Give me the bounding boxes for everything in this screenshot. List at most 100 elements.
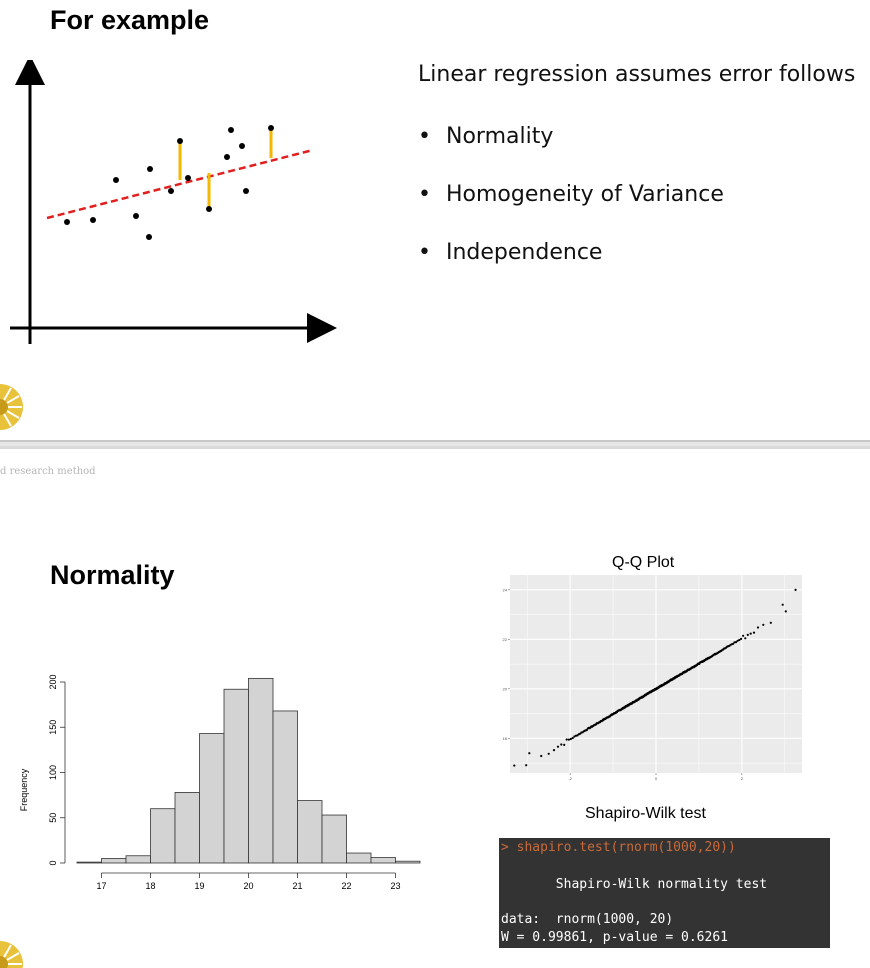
qq-point [563, 743, 566, 746]
y-tick-label: 18 [503, 736, 508, 741]
qq-point [752, 631, 756, 634]
y-tick-label: 0 [48, 860, 58, 865]
histogram-bar [248, 677, 274, 864]
histogram-bar [125, 855, 151, 864]
y-tick-label: 100 [48, 765, 58, 780]
r-console-output: > shapiro.test(rnorm(1000,20)) Shapiro-W… [499, 838, 830, 948]
bullet-dot: • [418, 182, 431, 207]
y-tick-label: 200 [48, 674, 58, 689]
x-tick-label: -2 [568, 776, 572, 781]
histogram-bar [321, 814, 347, 864]
slide-divider [0, 442, 870, 446]
qq-point [540, 754, 543, 758]
y-tick-label: 50 [48, 813, 58, 823]
y-tick-label: 20 [503, 686, 508, 691]
histogram-bar [199, 733, 225, 864]
scatter-point [64, 219, 70, 225]
regression-line [46, 148, 314, 220]
bullet-text: Homogeneity of Variance [446, 182, 724, 207]
scatter-point [228, 127, 234, 133]
qq-plot-title: Q-Q Plot [612, 554, 675, 571]
bullet-item: • Independence [418, 240, 602, 265]
footer-text: d research method [0, 466, 96, 477]
console-data-line: data: rnorm(1000, 20) [501, 912, 674, 927]
console-result-line: W = 0.99861, p-value = 0.6261 [501, 930, 728, 945]
histogram-bar [346, 852, 372, 864]
bullet-item: • Normality [418, 124, 553, 149]
qq-point [569, 737, 572, 741]
x-tick-label: 19 [194, 881, 204, 891]
bullet-dot: • [418, 124, 431, 149]
scatter-point [133, 213, 139, 219]
shapiro-title: Shapiro-Wilk test [585, 805, 706, 822]
qq-point [732, 642, 735, 645]
university-logo [0, 941, 23, 968]
scatter-point [113, 177, 119, 183]
bullet-dot: • [418, 240, 431, 265]
x-tick-label: 20 [243, 881, 253, 891]
qq-point [560, 743, 563, 746]
slide-divider [0, 440, 870, 442]
bullet-item: • Homogeneity of Variance [418, 182, 724, 207]
bullet-text: Independence [446, 240, 603, 265]
qq-point [738, 638, 741, 642]
qq-point [781, 603, 784, 606]
x-tick-label: 17 [96, 881, 106, 891]
intro-text: Linear regression assumes error follows [418, 62, 856, 87]
scatter-point [268, 125, 274, 131]
qq-plot: -2 0 2 18 20 22 24 [503, 575, 802, 781]
qq-point [749, 632, 752, 635]
slide-divider [0, 446, 870, 449]
x-tick-label: 18 [145, 881, 155, 891]
histogram-bar [272, 710, 298, 864]
y-tick-label: 24 [503, 587, 508, 592]
histogram-bar [395, 860, 421, 864]
console-command: > shapiro.test(rnorm(1000,20)) [501, 840, 736, 855]
qq-point [571, 736, 574, 740]
scatter-point [206, 206, 212, 212]
qq-point [742, 634, 745, 637]
qq-point [746, 633, 749, 636]
scatter-point [146, 234, 152, 240]
histogram-bar [76, 861, 102, 864]
y-tick-label: 150 [48, 720, 58, 735]
scatter-point [177, 138, 183, 144]
x-tick-label: 21 [292, 881, 302, 891]
scatter-point [90, 217, 96, 223]
qq-point [794, 588, 797, 591]
histogram-chart: Frequency 0 50 100 150 200 17 18 19 20 21 22 23 [19, 674, 421, 891]
bullet-text: Normality [446, 124, 554, 149]
histogram-bar [223, 688, 249, 864]
console-test-name: Shapiro-Wilk normality test [501, 877, 768, 892]
qq-point [740, 637, 743, 640]
scatter-point [243, 188, 249, 194]
histogram-bar [101, 858, 127, 864]
x-tick-label: 22 [341, 881, 351, 891]
x-tick-label: 0 [655, 776, 658, 781]
qq-point [547, 752, 550, 755]
scatter-point [168, 188, 174, 194]
qq-point [769, 621, 772, 624]
qq-point [528, 752, 531, 755]
scatter-point [224, 154, 230, 160]
qq-point [736, 639, 739, 642]
scatter-point [185, 175, 191, 181]
histogram-bar [174, 792, 200, 864]
histogram-bar [150, 808, 176, 864]
qq-point [567, 738, 570, 741]
histogram-bar [370, 857, 396, 864]
qq-point [762, 623, 765, 626]
y-axis-label: Frequency [19, 768, 29, 811]
qq-point [513, 764, 516, 767]
qq-point [552, 749, 556, 752]
regression-diagram [10, 60, 337, 344]
qq-point [556, 745, 560, 748]
qq-point [756, 626, 760, 629]
university-logo [0, 384, 23, 430]
scatter-point [239, 143, 245, 149]
x-tick-label: 23 [390, 881, 400, 891]
qq-point [734, 641, 738, 644]
qq-point [565, 738, 568, 741]
qq-point [525, 764, 528, 767]
x-tick-label: 2 [741, 776, 744, 781]
